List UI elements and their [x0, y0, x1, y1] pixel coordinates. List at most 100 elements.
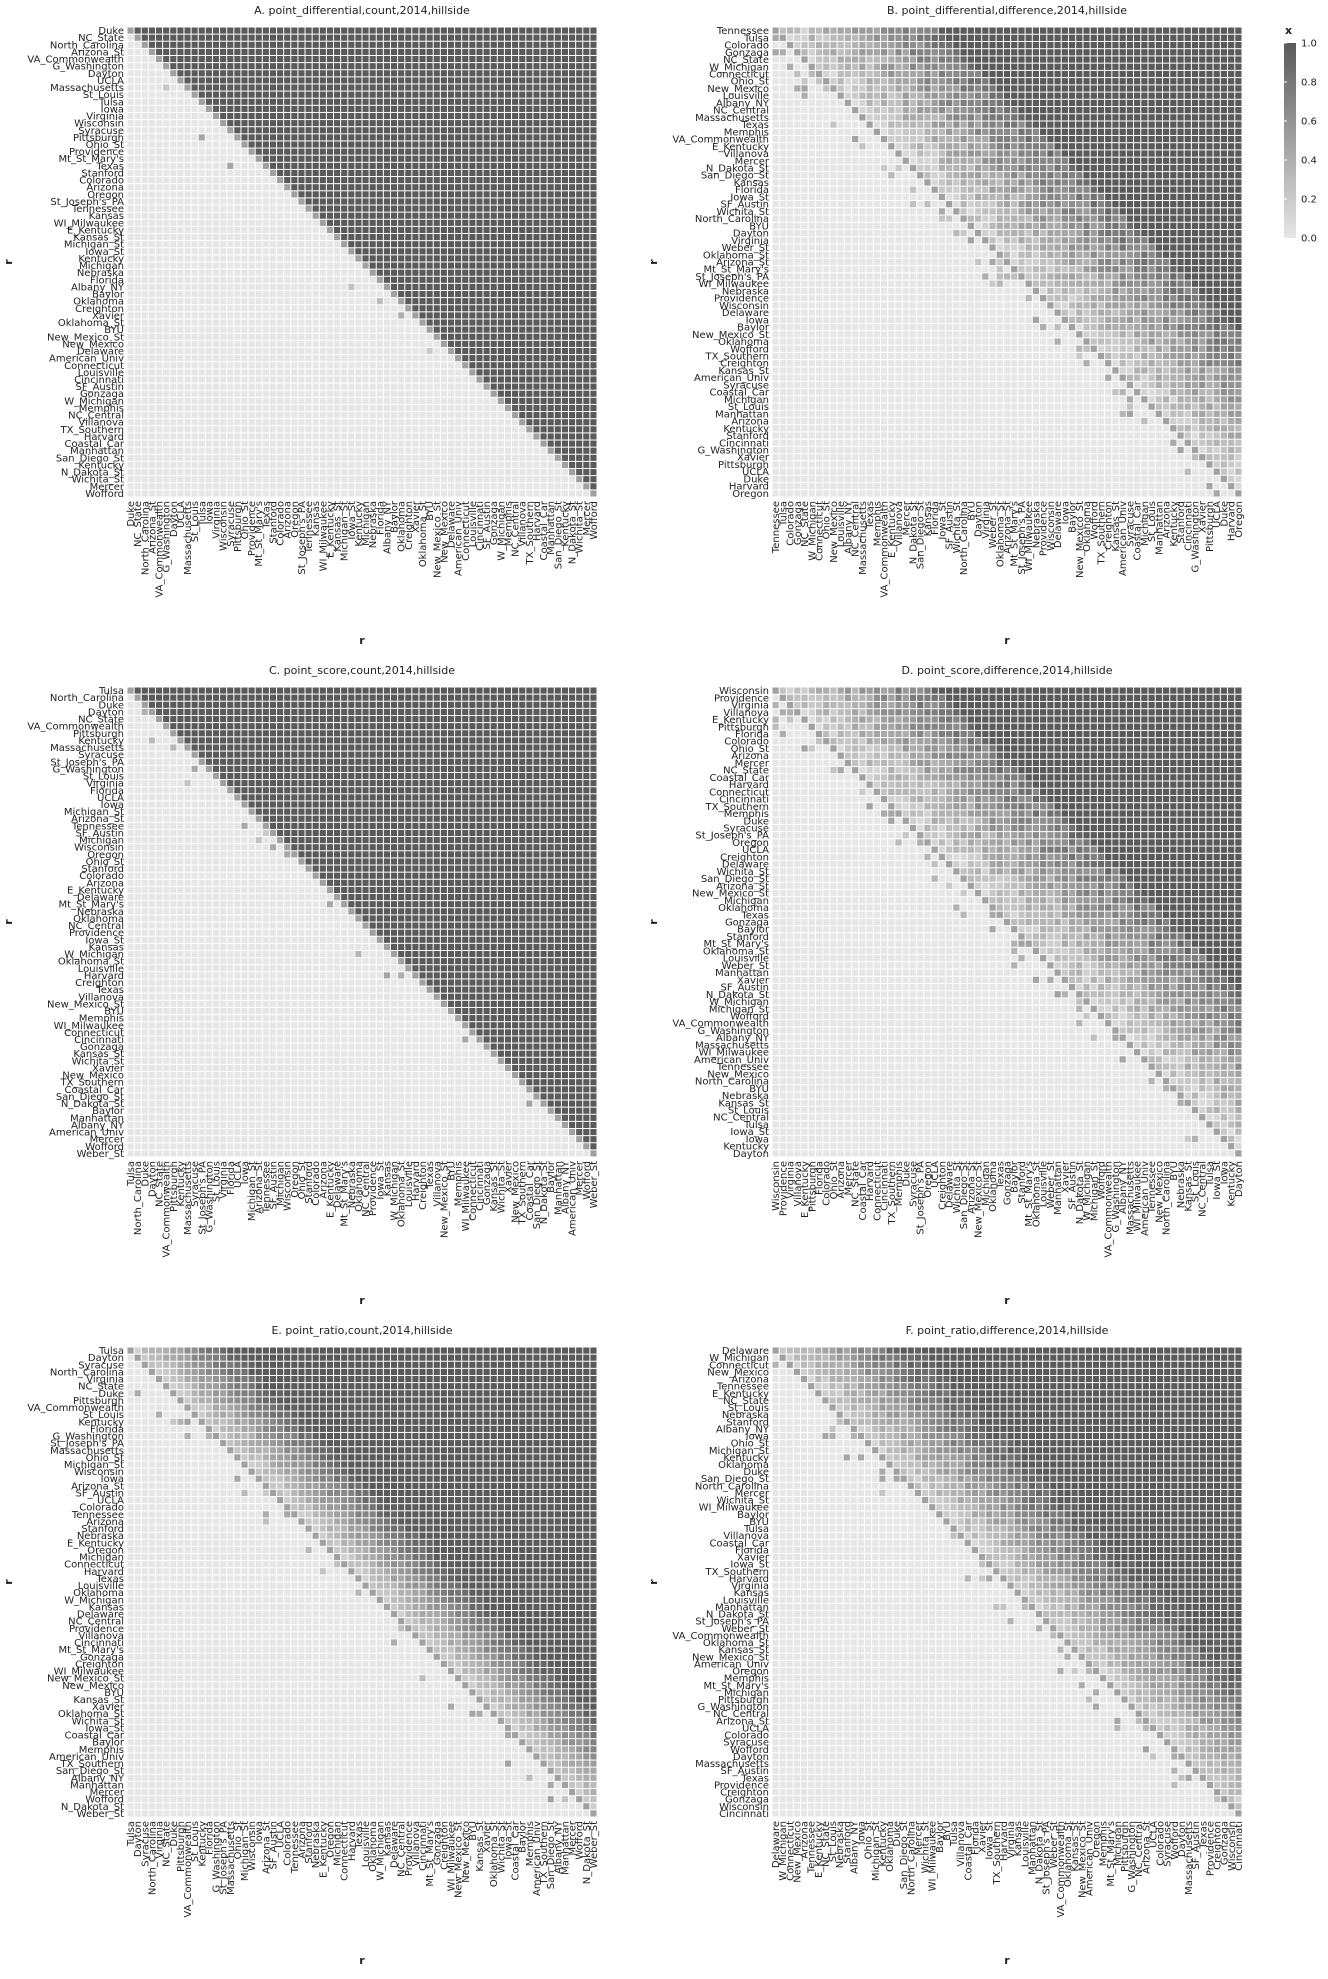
heatmap-cell: [155, 461, 163, 469]
heatmap-cell: [141, 155, 148, 162]
heatmap-cell: [405, 490, 412, 497]
heatmap-cell: [177, 241, 184, 248]
heatmap-cell: [1003, 56, 1011, 63]
heatmap-cell: [383, 248, 390, 255]
heatmap-cell: [844, 34, 852, 41]
heatmap-cell: [248, 404, 255, 412]
heatmap-cell: [362, 319, 369, 326]
heatmap-cell: [390, 162, 398, 169]
heatmap-cell: [398, 397, 405, 404]
heatmap-cell: [248, 298, 255, 305]
heatmap-cell: [212, 454, 220, 461]
heatmap-cell: [170, 404, 177, 412]
heatmap-cell: [298, 383, 305, 390]
heatmap-cell: [405, 426, 412, 433]
heatmap-cell: [334, 198, 341, 205]
heatmap-cell: [554, 433, 561, 440]
heatmap-cell: [419, 255, 426, 262]
heatmap-cell: [390, 333, 398, 340]
heatmap-cell: [155, 262, 163, 269]
heatmap-cell: [547, 41, 554, 48]
heatmap-cell: [996, 56, 1003, 63]
heatmap-cell: [455, 98, 462, 105]
heatmap-cell: [241, 162, 248, 169]
heatmap-cell: [590, 390, 597, 397]
heatmap-cell: [519, 483, 526, 490]
heatmap-cell: [390, 48, 398, 55]
x-tick-label: Wisconsin: [219, 501, 230, 551]
heatmap-cell: [426, 234, 433, 241]
heatmap-cell: [334, 219, 341, 226]
heatmap-cell: [419, 241, 426, 248]
heatmap-cell: [590, 269, 597, 276]
heatmap-cell: [220, 355, 227, 362]
heatmap-cell: [234, 355, 241, 362]
heatmap-cell: [533, 226, 540, 234]
heatmap-cell: [205, 390, 212, 397]
heatmap-cell: [519, 248, 526, 255]
heatmap-cell: [191, 490, 198, 497]
heatmap-cell: [455, 148, 462, 155]
heatmap-cell: [155, 355, 163, 362]
heatmap-cell: [490, 120, 497, 127]
heatmap-cell: [569, 91, 576, 98]
heatmap-cell: [277, 340, 284, 347]
heatmap-cell: [433, 447, 440, 454]
heatmap-cell: [170, 84, 177, 91]
heatmap-cell: [269, 219, 277, 226]
heatmap-cell: [262, 98, 269, 105]
heatmap-cell: [234, 461, 241, 469]
heatmap-cell: [234, 141, 241, 148]
heatmap-cell: [888, 63, 895, 70]
heatmap-cell: [155, 198, 163, 205]
heatmap-cell: [291, 333, 298, 340]
heatmap-cell: [540, 440, 547, 447]
heatmap-cell: [455, 191, 462, 198]
heatmap-cell: [469, 419, 476, 426]
heatmap-cell: [291, 55, 298, 63]
heatmap-cell: [469, 390, 476, 397]
heatmap-cell: [291, 248, 298, 255]
heatmap-cell: [504, 390, 512, 397]
heatmap-cell: [155, 155, 163, 162]
heatmap-cell: [412, 184, 419, 191]
heatmap-cell: [127, 390, 134, 397]
heatmap-cell: [526, 141, 533, 148]
heatmap-cell: [163, 326, 170, 333]
heatmap-cell: [269, 276, 277, 283]
heatmap-cell: [504, 276, 512, 283]
heatmap-cell: [362, 383, 369, 390]
heatmap-cell: [390, 262, 398, 269]
heatmap-cell: [369, 255, 376, 262]
heatmap-cell: [383, 77, 390, 84]
x-tick-label: North_Carolina: [140, 501, 151, 575]
heatmap-cell: [227, 412, 234, 419]
heatmap-cell: [497, 34, 504, 41]
heatmap-cell: [383, 298, 390, 305]
heatmap-cell: [497, 84, 504, 91]
heatmap-cell: [212, 305, 220, 312]
heatmap-cell: [341, 305, 348, 312]
heatmap-cell: [269, 469, 277, 476]
heatmap-cell: [334, 120, 341, 127]
heatmap-cell: [433, 134, 440, 141]
heatmap-cell: [433, 305, 440, 312]
heatmap-cell: [227, 340, 234, 347]
heatmap-cell: [433, 241, 440, 248]
x-tick-label: Ohio_St: [240, 501, 251, 539]
heatmap-cell: [348, 483, 355, 490]
heatmap-cell: [163, 369, 170, 376]
heatmap-cell: [547, 98, 554, 105]
heatmap-cell: [462, 397, 469, 404]
heatmap-cell: [291, 483, 298, 490]
heatmap-cell: [497, 48, 504, 55]
heatmap-cell: [526, 241, 533, 248]
heatmap-cell: [772, 41, 779, 49]
heatmap-cell: [177, 177, 184, 184]
heatmap-cell: [248, 198, 255, 205]
heatmap-cell: [241, 91, 248, 98]
heatmap-cell: [184, 127, 191, 134]
heatmap-cell: [455, 48, 462, 55]
heatmap-cell: [390, 198, 398, 205]
heatmap-cell: [533, 390, 540, 397]
